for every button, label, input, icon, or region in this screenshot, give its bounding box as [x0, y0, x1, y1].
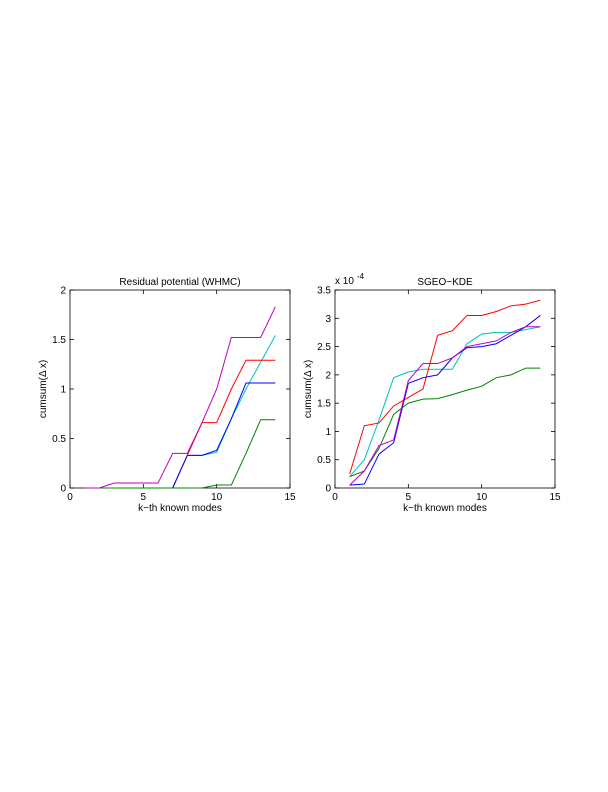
y-tick-label: 0.5: [317, 455, 331, 466]
y-axis-label: cumsum(Δ x): [303, 360, 314, 418]
x-tick-label: 10: [476, 492, 488, 503]
series-line: [84, 419, 276, 489]
y-tick-label: 2: [325, 370, 331, 381]
x-axis-label: k−th known modes: [138, 503, 222, 514]
x-tick-label: 5: [406, 492, 412, 503]
y-tick-label: 1: [60, 385, 66, 396]
y-tick-label: 3: [325, 314, 331, 325]
y-exponent-power: -4: [357, 272, 365, 281]
chart-title: Residual potential (WHMC): [119, 277, 240, 288]
y-tick-label: 2: [60, 286, 66, 297]
y-tick-label: 0.5: [52, 434, 66, 445]
x-tick-label: 10: [211, 492, 223, 503]
y-exponent-base: x 10: [335, 276, 354, 287]
x-tick-label: 5: [141, 492, 147, 503]
series-line: [349, 299, 541, 475]
axes-box: [69, 289, 291, 489]
series-line: [349, 367, 541, 478]
y-tick-label: 0: [325, 484, 331, 495]
x-tick-label: 0: [332, 492, 338, 503]
x-tick-label: 0: [67, 492, 73, 503]
y-tick-label: 1.5: [317, 399, 331, 410]
series-line: [84, 382, 276, 489]
y-axis-label: cumsum(Δ x): [38, 360, 49, 418]
y-tick-label: 1: [325, 427, 331, 438]
y-tick-label: 2.5: [317, 342, 331, 353]
axes-box: [334, 289, 556, 489]
x-tick-label: 15: [284, 492, 296, 503]
series-line: [349, 326, 541, 478]
x-tick-label: 15: [549, 492, 561, 503]
series-line: [84, 306, 276, 489]
y-tick-label: 3.5: [317, 286, 331, 297]
chart-title: SGEO−KDE: [417, 277, 473, 288]
y-tick-label: 0: [60, 484, 66, 495]
x-axis-label: k−th known modes: [403, 503, 487, 514]
series-line: [349, 326, 541, 486]
series-line: [84, 359, 276, 489]
y-tick-label: 1.5: [52, 335, 66, 346]
series-line: [84, 335, 276, 489]
series-line: [349, 315, 541, 486]
